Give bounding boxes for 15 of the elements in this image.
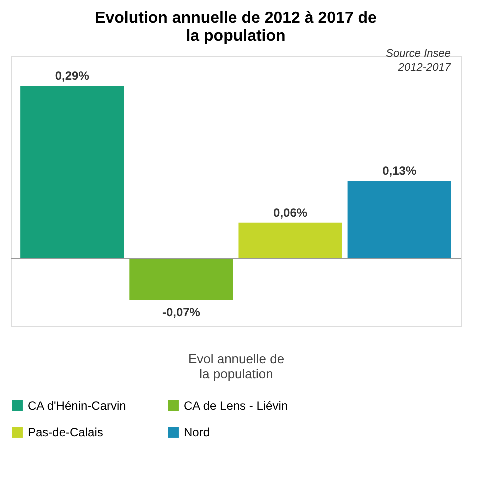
data-label: 0,06% (274, 206, 308, 220)
bar (20, 86, 124, 259)
x-axis-title: Evol annuelle de la population (188, 352, 285, 382)
data-label: 0,29% (55, 69, 90, 83)
legend-label: Nord (184, 426, 210, 440)
data-label: 0,13% (382, 164, 417, 178)
chart-title: Evolution annuelle de 2012 à 2017 de la population (95, 10, 378, 45)
data-label: -0,07% (162, 305, 201, 320)
bar (348, 181, 452, 259)
bar (130, 258, 234, 300)
bar (238, 222, 342, 259)
source-note: Source Insee 2012-2017 (386, 48, 452, 74)
legend-label: CA d'Hénin-Carvin (28, 398, 126, 413)
legend-label: Pas-de-Calais (28, 426, 104, 440)
legend-label: CA de Lens - Liévin (184, 398, 288, 413)
